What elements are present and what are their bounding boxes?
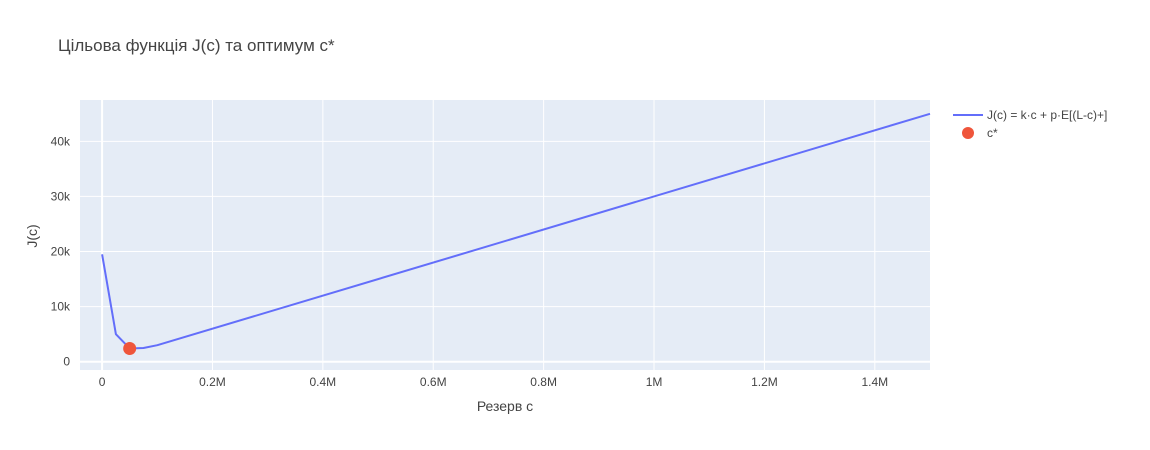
legend-label-optimum[interactable]: c* xyxy=(987,126,998,140)
series-line-j-of-c[interactable] xyxy=(101,112,931,350)
x-axis-ticks: 0 0.2M 0.4M 0.6M 0.8M 1M 1.2M 1.4M xyxy=(99,375,888,389)
legend-label-line[interactable]: J(c) = k·c + p·E[(L-c)+] xyxy=(987,108,1107,122)
chart-title: Цільова функція J(c) та оптимум c* xyxy=(58,36,335,55)
x-tick-label: 0.8M xyxy=(530,375,557,389)
y-tick-label: 20k xyxy=(51,245,71,259)
y-tick-label: 30k xyxy=(51,189,71,203)
x-tick-label: 0.4M xyxy=(310,375,337,389)
y-tick-label: 0 xyxy=(63,355,70,369)
series-layer xyxy=(101,112,931,356)
gridlines xyxy=(80,100,930,370)
y-tick-label: 40k xyxy=(51,134,71,148)
x-axis-title: Резерв c xyxy=(477,398,533,414)
x-tick-label: 1.4M xyxy=(861,375,888,389)
y-axis-ticks: 0 10k 20k 30k 40k xyxy=(51,134,71,368)
legend-marker-swatch[interactable] xyxy=(962,127,974,139)
x-tick-label: 0 xyxy=(99,375,106,389)
x-tick-label: 0.6M xyxy=(420,375,447,389)
x-tick-label: 1M xyxy=(646,375,663,389)
legend: J(c) = k·c + p·E[(L-c)+] c* xyxy=(953,108,1107,140)
optimum-point[interactable] xyxy=(123,342,137,356)
y-tick-label: 10k xyxy=(51,300,71,314)
x-tick-label: 0.2M xyxy=(199,375,226,389)
x-tick-label: 1.2M xyxy=(751,375,778,389)
y-axis-title: J(c) xyxy=(24,224,40,247)
